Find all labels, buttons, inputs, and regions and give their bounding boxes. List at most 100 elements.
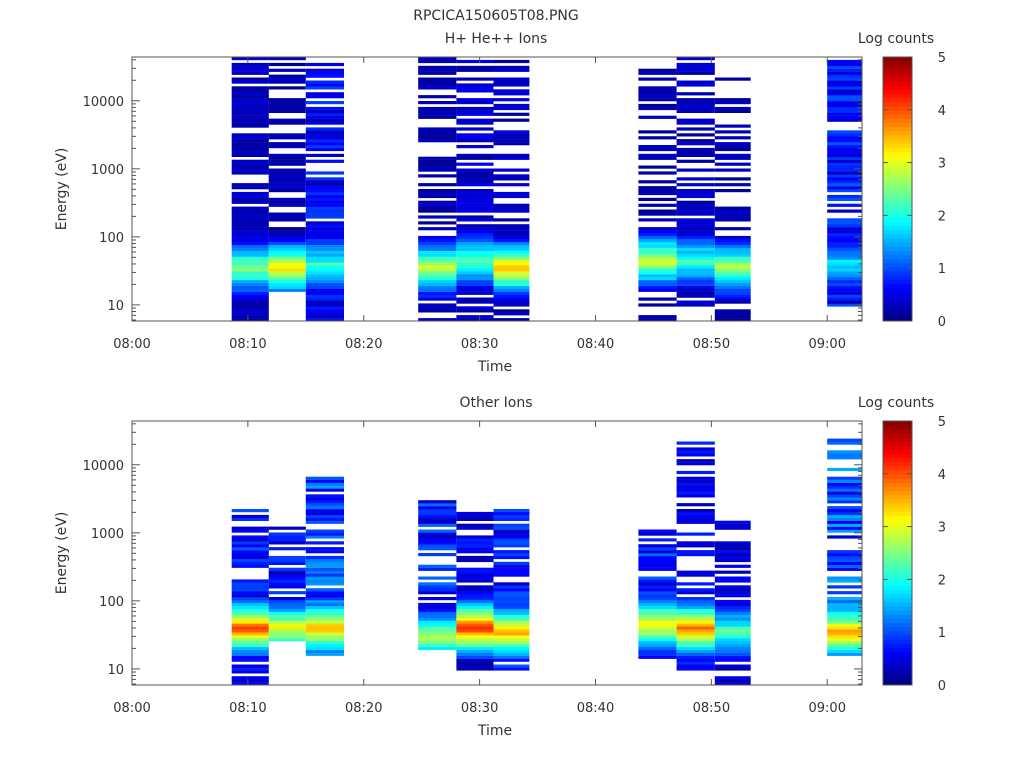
heatmap-cell [456,139,494,143]
heatmap-cell [827,591,862,595]
heatmap-cell [268,271,306,275]
heatmap-cell [827,285,862,289]
heatmap-cell [638,103,677,108]
colorbar-segment [883,610,912,616]
heatmap-cell [305,632,344,636]
heatmap-cell [231,86,269,90]
heatmap-cell [268,617,306,621]
heatmap-cell [714,109,751,113]
colorbar-segment [883,507,912,513]
heatmap-cell [268,233,306,237]
heatmap-cell [305,230,344,234]
heatmap-cell [418,174,457,178]
x-axis-label: Time [477,359,512,375]
heatmap-cell [676,133,715,137]
heatmap-cell [456,514,494,519]
heatmap-cell [456,523,494,527]
colorbar-segment [883,528,912,533]
heatmap-cell [493,133,530,137]
heatmap-cell [676,626,715,630]
heatmap-cell [493,641,530,645]
colorbar-segment [883,478,912,484]
colorbar-segment [883,73,912,79]
heatmap-cell [456,133,494,137]
heatmap-cell [456,291,494,295]
heatmap-cell [418,506,457,510]
heatmap-cell [418,626,457,630]
heatmap-cell [827,520,862,524]
heatmap-cell [231,121,269,125]
heatmap-cell [827,277,862,281]
heatmap-cell [268,570,306,574]
colorbar-segment [883,292,912,297]
heatmap-cell [827,95,862,99]
heatmap-cell [827,156,862,160]
heatmap-cell [456,641,494,645]
heatmap-cell [231,112,269,116]
colorbar-segment [883,569,912,575]
heatmap-cell [456,611,494,615]
heatmap-cell [456,585,494,589]
heatmap-cell [827,130,862,134]
heatmap-cell [827,614,862,618]
heatmap-cell [231,541,269,545]
heatmap-cell [676,279,715,284]
heatmap-cell [418,244,457,248]
heatmap-cell [456,632,494,636]
heatmap-cell [305,506,344,510]
heatmap-cell [305,265,344,269]
heatmap-cell [827,517,862,521]
heatmap-cell [676,98,715,102]
heatmap-cell [231,186,269,190]
colorbar-segment [883,441,912,447]
heatmap-cell [268,561,306,565]
heatmap-cell [638,629,677,633]
heatmap-cell [305,139,344,143]
heatmap-cell [827,523,862,527]
heatmap-cell [268,526,306,530]
heatmap-cell [268,101,306,105]
heatmap-cell [493,194,530,199]
heatmap-cell [456,285,494,289]
heatmap-cell [493,649,530,653]
heatmap-cell [493,550,530,554]
colorbar-segment [883,421,912,426]
colorbar-segment [883,238,912,244]
heatmap-cell [714,667,751,671]
colorbar-segment [883,246,912,252]
heatmap-cell [827,59,862,64]
heatmap-cell [827,186,862,190]
heatmap-cell [638,227,677,231]
heatmap-cell [418,591,457,595]
heatmap-cell [638,279,677,284]
heatmap-cell [714,664,751,668]
heatmap-cell [676,459,715,463]
heatmap-cell [714,608,751,612]
heatmap-cell [493,59,530,64]
heatmap-cell [714,599,751,604]
heatmap-cell [827,92,862,96]
heatmap-cell [714,156,751,160]
heatmap-cell [676,238,715,243]
heatmap-cell [714,250,751,254]
heatmap-cell [231,77,269,81]
heatmap-cell [714,649,751,653]
heatmap-cell [231,605,269,609]
heatmap-cell [231,679,269,683]
heatmap-cell [418,256,457,260]
heatmap-cell [676,142,715,146]
heatmap-cell [305,279,344,284]
colorbar-segment [883,226,912,231]
heatmap-cell [827,297,862,301]
heatmap-cell [305,588,344,592]
heatmap-cell [827,579,862,583]
heatmap-cell [305,579,344,583]
heatmap-cell [418,303,457,307]
heatmap-cell [827,479,862,483]
heatmap-cell [676,241,715,245]
heatmap-cell [676,597,715,601]
colorbar-segment [883,123,912,128]
heatmap-cell [456,599,494,604]
heatmap-cell [827,147,862,152]
heatmap-cell [305,68,344,72]
